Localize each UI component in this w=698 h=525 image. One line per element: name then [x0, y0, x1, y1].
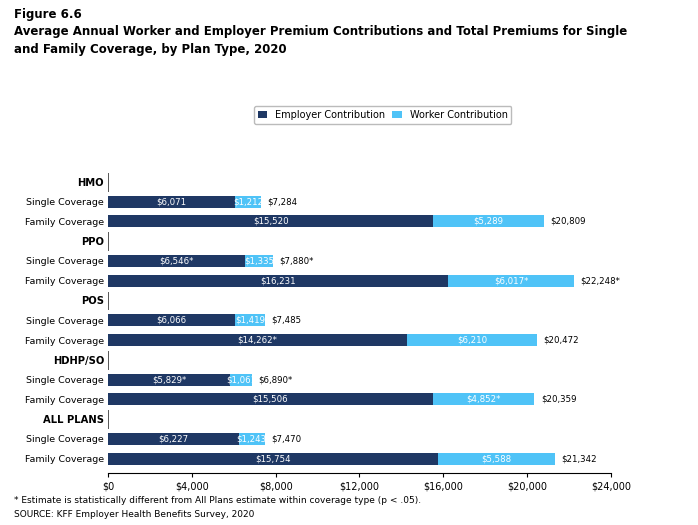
Bar [108, 433, 239, 445]
Bar [438, 453, 555, 465]
Legend: Employer Contribution, Worker Contribution: Employer Contribution, Worker Contributi… [254, 106, 512, 124]
Text: Figure 6.6: Figure 6.6 [14, 8, 82, 21]
Bar [433, 215, 544, 227]
Text: $6,546*: $6,546* [160, 256, 194, 266]
Text: $4,852*: $4,852* [466, 395, 501, 404]
Text: $21,342: $21,342 [561, 454, 597, 463]
Text: SOURCE: KFF Employer Health Benefits Survey, 2020: SOURCE: KFF Employer Health Benefits Sur… [14, 510, 254, 519]
Text: $20,809: $20,809 [550, 217, 586, 226]
Bar [108, 334, 407, 346]
Text: $15,520: $15,520 [253, 217, 288, 226]
Bar [245, 255, 273, 267]
Text: $7,284: $7,284 [267, 197, 297, 206]
Bar [239, 433, 265, 445]
Bar [108, 196, 235, 207]
Text: $7,880*: $7,880* [279, 256, 314, 266]
Text: $7,485: $7,485 [272, 316, 302, 325]
Text: $7,470: $7,470 [271, 434, 301, 444]
Text: $5,588: $5,588 [482, 454, 512, 463]
Bar [235, 196, 260, 207]
Bar [108, 374, 230, 385]
Bar [108, 393, 433, 405]
Text: Average Annual Worker and Employer Premium Contributions and Total Premiums for : Average Annual Worker and Employer Premi… [14, 25, 628, 38]
Bar [108, 314, 235, 326]
Bar [108, 275, 448, 287]
Text: $14,262*: $14,262* [237, 335, 277, 344]
Bar [448, 275, 574, 287]
Text: $15,506: $15,506 [253, 395, 288, 404]
Text: $6,071: $6,071 [156, 197, 187, 206]
Text: $22,248*: $22,248* [580, 276, 621, 285]
Bar [433, 393, 535, 405]
Text: $6,017*: $6,017* [494, 276, 528, 285]
Text: $5,289: $5,289 [473, 217, 503, 226]
Text: $6,210: $6,210 [456, 335, 487, 344]
Text: $20,472: $20,472 [543, 335, 579, 344]
Text: $1,335: $1,335 [244, 256, 274, 266]
Bar [230, 374, 253, 385]
Text: $1,243: $1,243 [237, 434, 267, 444]
Text: $20,359: $20,359 [541, 395, 577, 404]
Bar [108, 255, 245, 267]
Text: $1,061: $1,061 [226, 375, 256, 384]
Bar [108, 215, 433, 227]
Text: $1,212: $1,212 [233, 197, 263, 206]
Bar [108, 453, 438, 465]
Text: and Family Coverage, by Plan Type, 2020: and Family Coverage, by Plan Type, 2020 [14, 43, 287, 56]
Bar [407, 334, 537, 346]
Text: $15,754: $15,754 [255, 454, 291, 463]
Bar [235, 314, 265, 326]
Text: $16,231: $16,231 [260, 276, 296, 285]
Text: $6,890*: $6,890* [259, 375, 293, 384]
Text: $6,066: $6,066 [156, 316, 187, 325]
Text: * Estimate is statistically different from All Plans estimate within coverage ty: * Estimate is statistically different fr… [14, 496, 421, 505]
Text: $5,829*: $5,829* [152, 375, 186, 384]
Text: $1,419: $1,419 [235, 316, 265, 325]
Text: $6,227: $6,227 [158, 434, 188, 444]
